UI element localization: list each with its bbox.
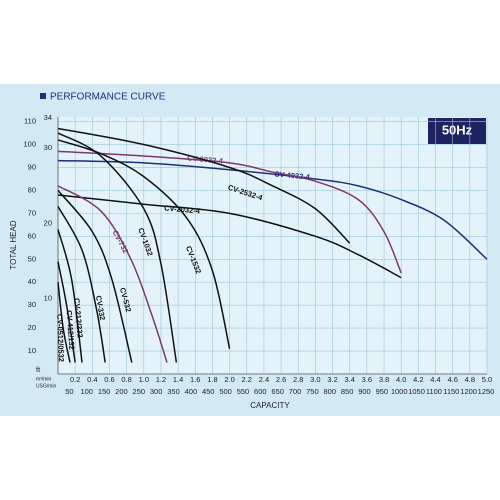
x2-tick-label: 550	[237, 387, 250, 396]
x2-tick-label: 300	[150, 387, 163, 396]
y-axis-label: TOTAL HEAD	[9, 220, 18, 269]
y-tick-label: 70	[28, 208, 36, 217]
x-tick-label: 0.4	[87, 375, 97, 384]
y-unit: ft	[36, 365, 41, 374]
x-tick-label: 2.2	[242, 375, 252, 384]
x2-tick-label: 1150	[443, 387, 459, 396]
x2-unit: USG/min	[36, 383, 57, 389]
legend-label: CV-212/232	[72, 298, 84, 338]
x-unit: m³/min	[36, 376, 51, 382]
x-tick-label: 4.6	[447, 375, 457, 384]
y2-tick-label: 34	[44, 113, 52, 122]
y-tick-label: 60	[28, 231, 36, 240]
x-tick-label: 1.8	[207, 375, 217, 384]
x-tick-label: 1.4	[173, 375, 183, 384]
curve	[57, 194, 402, 279]
legend-label: CV-2032-4	[164, 203, 201, 215]
x2-tick-label: 350	[167, 387, 180, 396]
x2-tick-label: 450	[202, 387, 215, 396]
y-tick-label: 20	[28, 323, 36, 332]
x-tick-label: 3.2	[327, 375, 337, 384]
y2-tick-label: 10	[44, 294, 52, 303]
curve	[57, 139, 231, 349]
plot-area	[58, 117, 487, 374]
x-tick-label: 4.2	[413, 375, 423, 384]
legend-label: CV-332	[94, 295, 107, 321]
y-tick-label: 30	[28, 300, 36, 309]
y-tick-label: 40	[28, 277, 36, 286]
x2-tick-label: 750	[306, 387, 319, 396]
x2-tick-label: 850	[341, 387, 354, 396]
y-tick-label: 80	[28, 185, 36, 194]
x2-tick-label: 1100	[426, 387, 442, 396]
x-tick-label: 2.4	[259, 375, 269, 384]
curve	[57, 282, 71, 363]
curve	[57, 150, 402, 274]
x2-tick-label: 200	[115, 387, 128, 396]
curve	[57, 206, 106, 363]
x2-tick-label: 600	[254, 387, 267, 396]
x-tick-label: 3.6	[362, 375, 372, 384]
x-tick-label: 0.8	[121, 375, 131, 384]
x-tick-label: 0.6	[104, 375, 114, 384]
curve	[57, 261, 76, 363]
x-tick-label: 1.2	[156, 375, 166, 384]
legend-label: CV-0512/0532	[55, 314, 66, 362]
badge: 50Hz	[442, 122, 473, 137]
curve	[57, 159, 488, 260]
x2-tick-label: 1200	[460, 387, 477, 396]
x-tick-label: 4.0	[396, 375, 406, 384]
x2-tick-label: 800	[324, 387, 337, 396]
chart-title: PERFORMANCE CURVE	[50, 92, 166, 103]
x-tick-label: 2.0	[224, 375, 234, 384]
x2-tick-label: 500	[219, 387, 232, 396]
x2-tick-label: 50	[65, 387, 73, 396]
y-tick-label: 90	[28, 162, 36, 171]
curve	[57, 229, 83, 363]
y-tick-label: 110	[24, 117, 36, 126]
y-tick-label: 50	[28, 254, 36, 263]
x-axis-label: CAPACITY	[250, 401, 290, 410]
x-tick-label: 2.8	[293, 375, 303, 384]
y2-tick-label: 20	[44, 218, 52, 227]
x2-tick-label: 1050	[408, 387, 425, 396]
x-tick-label: 5.0	[482, 375, 492, 384]
x2-tick-label: 900	[358, 387, 371, 396]
legend-label: CV-412/132	[65, 310, 77, 350]
y-tick-label: 10	[28, 346, 36, 355]
x-tick-label: 3.8	[379, 375, 389, 384]
curve	[57, 132, 178, 363]
x-tick-label: 0.2	[70, 375, 80, 384]
curve	[57, 127, 351, 244]
x-tick-label: 3.0	[310, 375, 320, 384]
x2-tick-label: 650	[271, 387, 284, 396]
x-tick-label: 2.6	[276, 375, 286, 384]
x2-tick-label: 250	[133, 387, 146, 396]
x-tick-label: 1.0	[139, 375, 149, 384]
x2-tick-label: 1000	[391, 387, 408, 396]
y-tick-label: 100	[23, 140, 36, 149]
title-bullet	[40, 93, 46, 99]
curve	[57, 185, 168, 363]
x2-tick-label: 700	[289, 387, 302, 396]
x-tick-label: 4.8	[465, 375, 475, 384]
x-tick-label: 1.6	[190, 375, 200, 384]
x2-tick-label: 950	[376, 387, 389, 396]
badge-box	[428, 118, 486, 144]
x-tick-label: 3.4	[345, 375, 355, 384]
x2-tick-label: 400	[185, 387, 198, 396]
x2-tick-label: 1250	[478, 387, 495, 396]
x2-tick-label: 150	[98, 387, 111, 396]
x-tick-label: 4.4	[430, 375, 440, 384]
y2-tick-label: 30	[44, 143, 52, 152]
curve	[57, 189, 133, 363]
x2-tick-label: 100	[80, 387, 93, 396]
